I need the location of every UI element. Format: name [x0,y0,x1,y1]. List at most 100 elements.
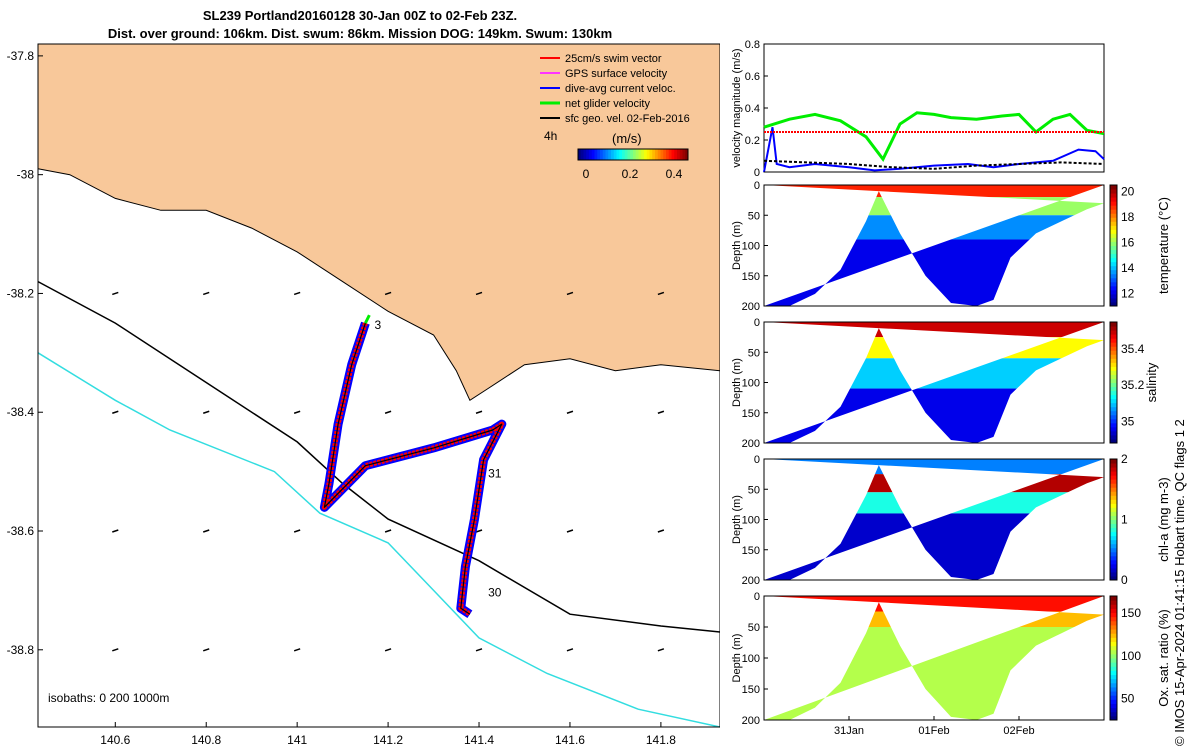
heatmap-colorbar-swatch [1110,213,1117,218]
heatmap-colorbar-swatch [1110,225,1117,230]
colorbar-swatch [655,149,659,160]
colorbar-tick-label: 0 [583,167,590,181]
heatmap-colorbar-label: Ox. sat. ratio (%) [1156,609,1171,707]
heatmap-colorbar-swatch [1110,297,1117,303]
heatmap-colorbar-swatch [1110,686,1117,692]
heatmap-colorbar-swatch [1110,273,1117,279]
colorbar-swatch [580,149,584,160]
colorbar-swatch [616,149,620,160]
day-label: 31 [488,467,502,481]
heatmap-colorbar-swatch [1110,346,1117,351]
heatmap-colorbar-swatch [1110,527,1117,533]
heatmap-colorbar-swatch [1110,269,1117,275]
colorbar-swatch [611,149,615,160]
heatmap-y-tick-label: 200 [742,715,760,727]
colorbar-swatch [666,149,670,160]
geo-velocity-vector [657,648,665,652]
heatmap-colorbar-swatch [1110,641,1117,647]
heatmap-colorbar-swatch [1110,289,1117,295]
heatmap-colorbar-frame [1109,458,1118,581]
geo-velocity-vector [112,648,119,652]
credit-text: © IMOS 15-Apr-2024 01:41:15 Hobart time.… [1172,419,1187,746]
heatmap-colorbar-swatch [1110,418,1117,424]
heatmap-colorbar-swatch [1110,637,1117,642]
legend-label-sfc_geo_velocity: sfc geo. vel. 02-Feb-2016 [565,113,690,125]
heatmap-colorbar-swatch [1110,645,1117,651]
heatmap-colorbar-swatch [1110,519,1117,525]
colorbar-swatch [674,149,678,160]
heatmap-colorbar-swatch [1110,382,1117,388]
heatmap-colorbar-swatch [1110,205,1117,210]
legend-label-dive_avg_current: dive-avg current veloc. [565,83,676,95]
geo-velocity-vector [475,648,483,652]
colorbar-swatch [668,149,672,160]
heatmap-colorbar-swatch [1110,483,1117,488]
colorbar-swatch [608,149,612,160]
heatmap-colorbar-swatch [1110,491,1117,496]
colorbar-swatch [622,149,626,160]
heatmap-colorbar-swatch [1110,281,1117,287]
geo-velocity-vector [657,410,665,414]
heatmap-colorbar-swatch [1110,398,1117,404]
colorbar-swatch [679,149,683,160]
heatmap-colorbar-swatch [1110,334,1117,339]
heatmap-colorbar-swatch [1110,662,1117,667]
heatmap-colorbar-swatch [1110,386,1117,392]
heatmap-y-tick-label: 150 [742,684,760,696]
heatmap-colorbar-swatch [1110,467,1117,472]
heatmap-colorbar-swatch [1110,616,1117,622]
heatmap-colorbar-swatch [1110,201,1117,206]
x-tick-label: 141.6 [555,733,585,747]
x-tick-label: 141.8 [646,733,676,747]
geo-velocity-vector [293,529,301,533]
velocity-y-tick-label: 0.6 [745,71,760,83]
heatmap-colorbar-swatch [1110,612,1117,618]
heatmap-colorbar-tick-label: 1 [1121,513,1128,527]
heatmap-colorbar-swatch [1110,495,1117,500]
heatmap-y-tick-label: 150 [742,271,760,283]
colorbar-swatch [613,149,617,160]
colorbar-swatch [685,149,689,160]
velocity-y-tick-label: 0.8 [745,39,760,51]
heatmap-colorbar-tick-label: 150 [1121,606,1141,620]
colorbar-swatch [663,149,667,160]
colorbar-swatch [638,149,642,160]
colorbar-swatch [605,149,609,160]
land-area [38,44,720,401]
heatmap-colorbar-swatch [1110,434,1117,440]
day-label: 30 [488,585,502,599]
x-tick-label: 141.2 [373,733,403,747]
heatmap-colorbar-swatch [1110,402,1117,408]
colorbar-swatch [633,149,637,160]
heatmap-y-tick-label: 100 [742,515,760,527]
geo-velocity-vector [293,648,301,652]
heatmap-colorbar-swatch [1110,559,1117,565]
heatmap-colorbar-swatch [1110,374,1117,379]
geo-velocity-vector [384,291,392,296]
heatmap-colorbar-swatch [1110,422,1117,428]
heatmap-y-axis-label: Depth (m) [731,221,743,270]
colorbar-swatch [641,149,645,160]
heatmap-colorbar-swatch [1110,624,1117,630]
legend-time-label: 4h [544,129,557,143]
heatmap-colorbar-swatch [1110,293,1117,299]
colorbar-swatch [635,149,639,160]
heatmap-colorbar-swatch [1110,390,1117,396]
heatmap-colorbar-swatch [1110,666,1117,671]
heatmap-colorbar-swatch [1110,487,1117,492]
heatmap-colorbar-swatch [1110,523,1117,529]
legend-label-net_velocity: net glider velocity [565,98,650,110]
velocity-series-sfc_geo_velocity [763,159,1105,170]
net-velocity-vector [364,314,371,324]
heatmap-colorbar-swatch [1110,378,1117,383]
heatmap-colorbar-swatch [1110,265,1117,271]
geo-velocity-vector [112,529,119,533]
heatmap-colorbar-swatch [1110,358,1117,363]
heatmap-x-tick-label: 31Jan [834,725,864,737]
heatmap-colorbar-swatch [1110,563,1117,569]
heatmap-colorbar-swatch [1110,596,1117,601]
heatmap-colorbar-swatch [1110,217,1117,222]
heatmap-y-tick-label: 100 [742,653,760,665]
heatmap-colorbar-swatch [1110,261,1117,267]
isobath-1000m [37,352,720,728]
